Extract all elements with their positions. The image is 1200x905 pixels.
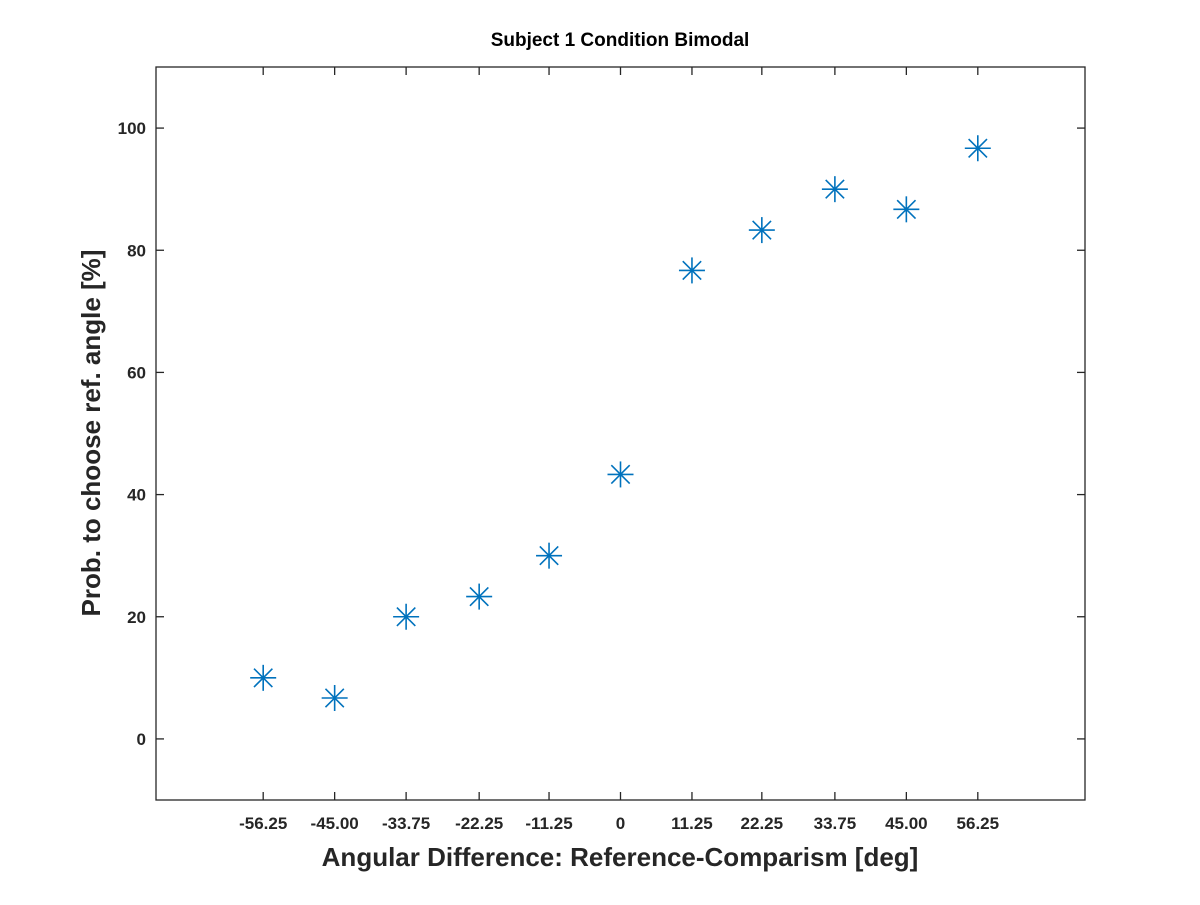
data-point-marker	[821, 176, 848, 203]
x-tick-label: 56.25	[957, 814, 1000, 833]
data-point-marker	[466, 583, 493, 610]
x-tick-label: 11.25	[671, 814, 713, 833]
y-tick-label: 40	[127, 486, 146, 505]
chart-title: Subject 1 Condition Bimodal	[491, 30, 750, 51]
data-point-marker	[607, 461, 634, 488]
x-tick-label: 0	[616, 814, 625, 833]
y-tick-label: 20	[127, 608, 146, 627]
x-axis-label: Angular Difference: Reference-Comparism …	[322, 842, 919, 872]
x-tick-label: -22.25	[455, 814, 503, 833]
data-point-marker	[393, 603, 420, 630]
data-point-marker	[964, 135, 991, 162]
data-point-marker	[536, 542, 563, 569]
y-tick-label: 80	[127, 241, 146, 260]
x-tick-label: -11.25	[525, 814, 572, 833]
data-point-marker	[321, 684, 348, 711]
data-point-marker	[748, 217, 775, 244]
data-point-marker	[893, 196, 920, 223]
x-tick-label: 45.00	[885, 814, 928, 833]
data-point-marker	[678, 257, 705, 284]
axes-box	[155, 66, 1086, 801]
y-tick-label: 100	[118, 119, 146, 138]
y-tick-label: 0	[137, 730, 146, 749]
y-axis-ticks: 0 20 40 60 80 100	[118, 119, 1085, 749]
x-axis-ticks: -56.25 -45.00 -33.75 -22.25 -11.25 0 11.25 22.2…	[239, 67, 999, 833]
y-axis-label: Prob. to choose ref. angle [%]	[76, 250, 106, 617]
x-tick-label: -56.25	[239, 814, 287, 833]
x-tick-label: -45.00	[311, 814, 359, 833]
data-point-marker	[250, 664, 277, 691]
x-tick-label: 22.25	[741, 814, 784, 833]
x-tick-label: -33.75	[382, 814, 430, 833]
x-tick-label: 33.75	[814, 814, 857, 833]
y-tick-label: 60	[127, 363, 146, 382]
data-points	[250, 135, 991, 711]
